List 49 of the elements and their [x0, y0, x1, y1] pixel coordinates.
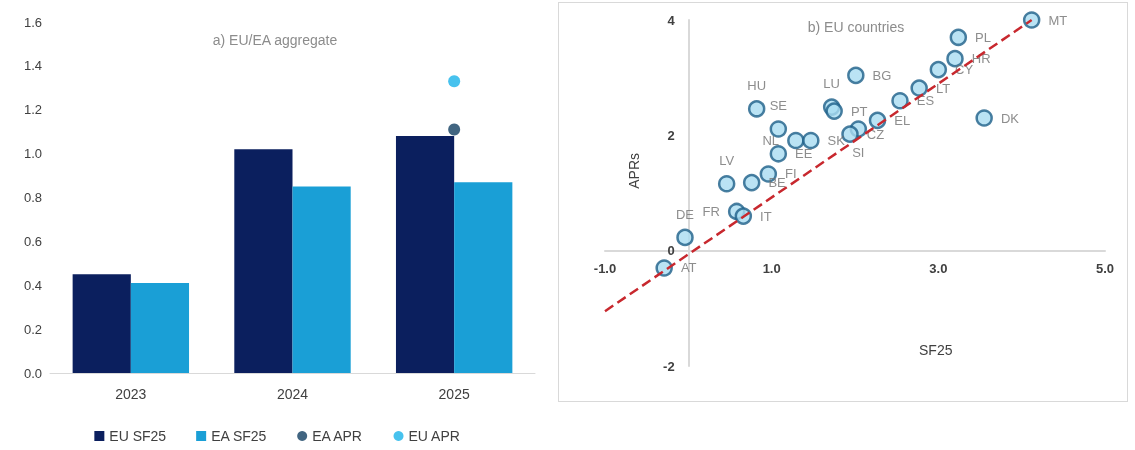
- x-axis-title: SF25: [919, 342, 953, 358]
- chart-title: b) EU countries: [807, 19, 905, 35]
- data-label: DK: [1000, 110, 1020, 126]
- data-label: SE: [769, 98, 788, 114]
- data-label: DE: [675, 206, 695, 222]
- x-tick-label: 2025: [438, 386, 470, 402]
- data-label: EL: [894, 112, 911, 128]
- y-tick-label: 0.6: [23, 233, 42, 249]
- data-label: LV: [719, 153, 735, 169]
- data-label: BG: [872, 67, 892, 83]
- y-tick-label: 0.2: [23, 321, 42, 337]
- y-tick-label: 0: [667, 243, 675, 259]
- y-tick-label: 2: [667, 127, 675, 143]
- data-label: BE: [768, 175, 787, 191]
- data-label: HU: [747, 78, 767, 94]
- data-label: FI: [785, 166, 797, 182]
- x-tick-label: 3.0: [929, 261, 948, 276]
- data-label: FR: [702, 203, 720, 219]
- data-label: IT: [760, 208, 772, 224]
- x-tick-label: 2023: [115, 386, 147, 402]
- data-label: AT: [680, 260, 697, 276]
- legend-label: EA SF25: [211, 428, 267, 444]
- data-label: LT: [935, 80, 951, 96]
- y-tick-label: 1.0: [23, 146, 42, 162]
- y-tick-label: 1.2: [23, 102, 42, 118]
- data-label: LU: [823, 76, 840, 92]
- y-tick-label: -2: [663, 358, 675, 374]
- x-tick-label: -1.0: [593, 261, 617, 276]
- text: a) EU/EA aggregate: [212, 32, 338, 48]
- x-tick-label: 1.0: [762, 261, 781, 276]
- data-label: SK: [827, 133, 846, 149]
- data-label: PT: [850, 103, 868, 119]
- y-tick-label: 1.6: [23, 14, 42, 30]
- x-tick-label: 2024: [276, 386, 309, 402]
- legend-label: EA APR: [312, 428, 362, 444]
- y-tick-label: 1.4: [23, 58, 42, 74]
- data-label: NL: [762, 133, 780, 149]
- legend-label: EU APR: [408, 428, 460, 444]
- y-tick-label: 0.8: [23, 190, 42, 205]
- y-axis-title: APRs: [626, 152, 642, 189]
- data-label: EE: [795, 146, 813, 162]
- y-tick-label: 4: [667, 12, 676, 28]
- data-label: PL: [975, 29, 991, 45]
- y-tick-label: 0.4: [23, 277, 42, 293]
- x-tick-label: 5.0: [1095, 261, 1115, 276]
- data-label: MT: [1048, 12, 1068, 28]
- data-label: SI: [852, 144, 865, 160]
- legend-label: EU SF25: [109, 428, 167, 444]
- y-tick-label: 0.0: [23, 365, 42, 381]
